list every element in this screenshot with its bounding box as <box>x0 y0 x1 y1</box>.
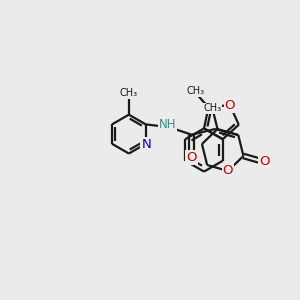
Text: CH₃: CH₃ <box>120 88 138 98</box>
Text: NH: NH <box>159 118 176 131</box>
Text: CH₃: CH₃ <box>186 86 205 96</box>
Text: N: N <box>141 138 151 151</box>
Text: O: O <box>259 155 269 169</box>
Text: O: O <box>187 151 197 164</box>
Text: CH₃: CH₃ <box>204 103 222 113</box>
Text: O: O <box>225 98 235 112</box>
Text: O: O <box>223 164 233 178</box>
